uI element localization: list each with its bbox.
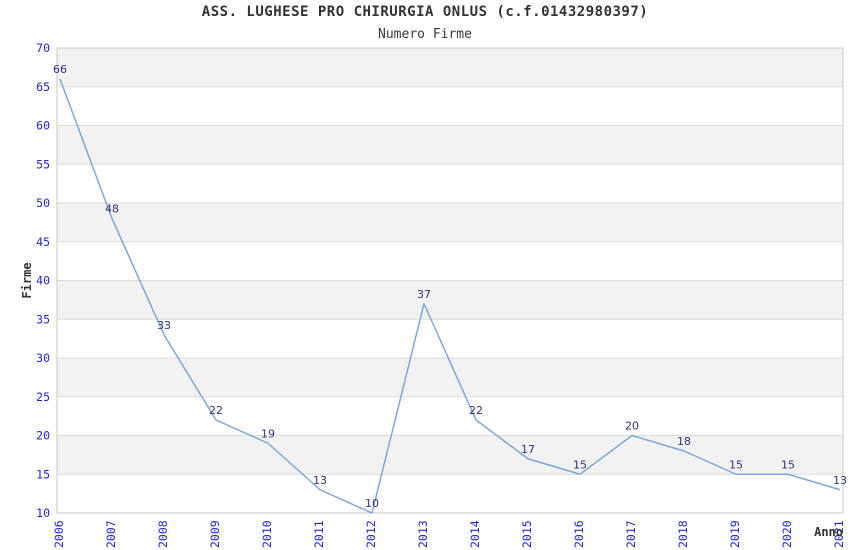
x-tick-label: 2007 <box>104 520 118 548</box>
data-point-label: 20 <box>625 420 639 433</box>
x-tick-label: 2010 <box>260 520 274 548</box>
x-tick-label: 2013 <box>416 520 430 548</box>
data-point-label: 33 <box>157 319 171 332</box>
x-tick-label: 2006 <box>52 520 66 548</box>
y-tick-label: 20 <box>36 429 50 443</box>
x-tick-label: 2011 <box>312 520 326 548</box>
plot-band <box>57 358 843 397</box>
plot-border <box>56 47 844 514</box>
data-point-label: 66 <box>53 63 67 76</box>
x-tick-label: 2018 <box>676 520 690 548</box>
series-line <box>59 78 841 514</box>
plot-band <box>57 435 843 475</box>
y-tick-label: 65 <box>36 80 50 94</box>
y-tick-label: 30 <box>36 351 50 365</box>
plot-band <box>57 48 843 87</box>
x-axis-title: Anno <box>814 525 843 539</box>
data-point-label: 22 <box>209 404 223 417</box>
data-point-label: 10 <box>365 497 379 510</box>
y-tick-label: 55 <box>36 157 50 171</box>
plot-band <box>57 203 843 242</box>
y-tick-label: 40 <box>36 274 50 288</box>
x-tick-label: 2014 <box>468 520 482 548</box>
data-point-label: 19 <box>261 427 275 440</box>
chart-title: ASS. LUGHESE PRO CHIRURGIA ONLUS (c.f.01… <box>201 4 649 20</box>
data-point-label: 17 <box>521 443 535 456</box>
y-tick-label: 10 <box>36 506 50 520</box>
x-tick-label: 2020 <box>780 520 794 548</box>
data-point-label: 15 <box>781 458 795 471</box>
x-tick-label: 2019 <box>728 520 742 548</box>
x-tick-label: 2009 <box>208 520 222 548</box>
x-tick-label: 2015 <box>520 520 534 548</box>
data-point-label: 15 <box>573 458 587 471</box>
y-tick-label: 60 <box>36 119 50 133</box>
data-point-label: 15 <box>729 458 743 471</box>
x-tick-label: 2021 <box>832 520 846 548</box>
x-tick-label: 2008 <box>156 520 170 548</box>
y-tick-label: 50 <box>36 196 50 210</box>
x-tick-label: 2012 <box>364 520 378 548</box>
y-tick-label: 25 <box>36 390 50 404</box>
y-tick-label: 45 <box>36 235 50 249</box>
y-axis-title: Firme <box>20 262 34 298</box>
y-tick-label: 15 <box>36 467 50 481</box>
data-point-label: 18 <box>677 435 691 448</box>
data-point-label: 13 <box>833 474 847 487</box>
plot-band <box>57 280 843 320</box>
x-tick-label: 2017 <box>624 520 638 548</box>
data-point-label: 22 <box>469 404 483 417</box>
data-point-label: 48 <box>105 203 119 216</box>
x-tick-label: 2016 <box>572 520 586 548</box>
plot-band <box>57 125 843 165</box>
chart-subtitle: Numero Firme <box>378 27 472 42</box>
data-point-label: 37 <box>417 288 431 301</box>
y-tick-label: 70 <box>36 41 50 55</box>
data-point-label: 13 <box>313 474 327 487</box>
y-tick-label: 35 <box>36 312 50 326</box>
